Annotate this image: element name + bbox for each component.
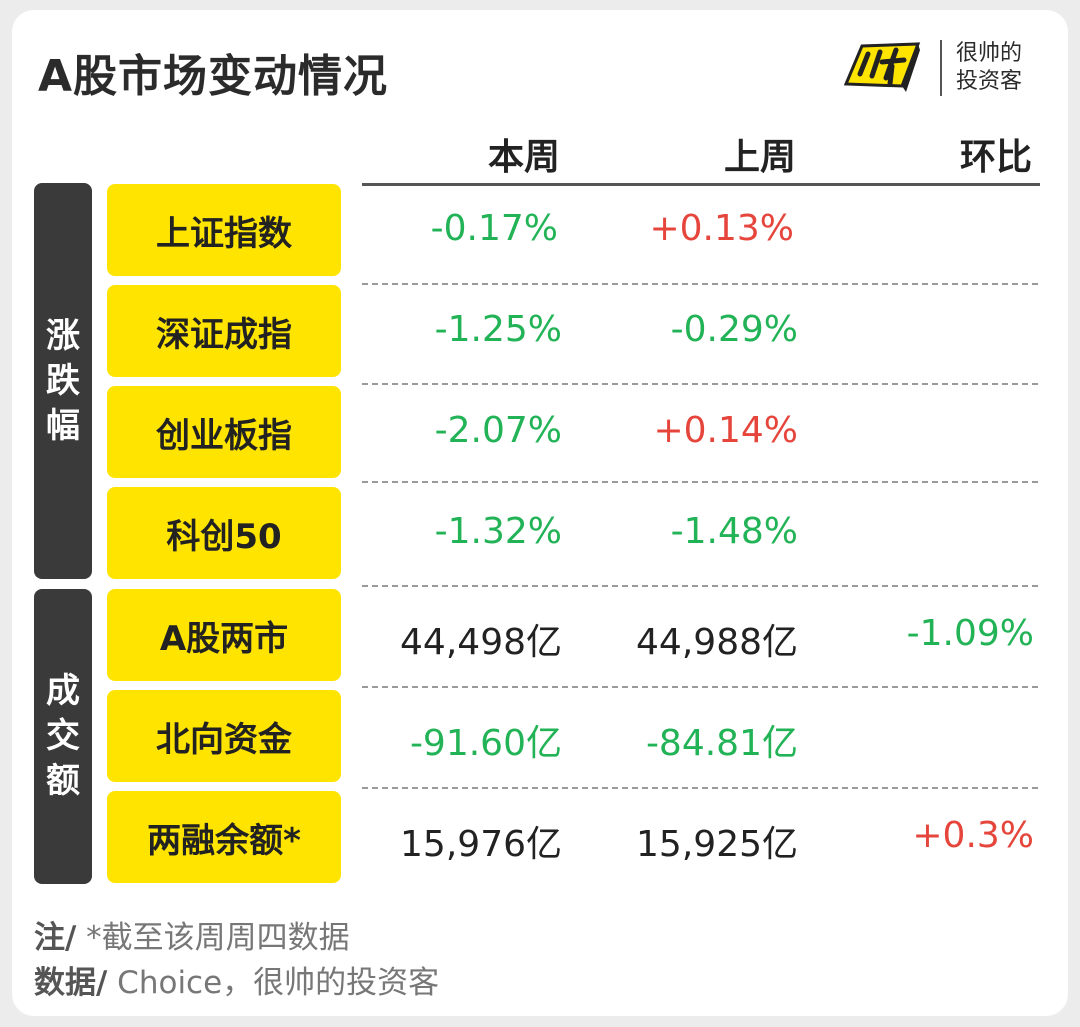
row-divider <box>362 686 1038 688</box>
header-last-week: 上周 <box>723 137 796 178</box>
row-divider <box>362 787 1038 789</box>
row-label-margin-balance: 两融余额* <box>107 791 341 883</box>
source-text: Choice，很帅的投资客 <box>107 965 440 1001</box>
brand-logo <box>843 42 921 92</box>
cell-sse-this-week: -0.17% <box>430 208 558 249</box>
page-title: A股市场变动情况 <box>38 51 389 102</box>
header-change: 环比 <box>959 137 1032 178</box>
row-label-sse: 上证指数 <box>107 184 341 276</box>
group-change-pct: 涨跌幅 <box>34 183 92 579</box>
group-volume: 成交额 <box>34 589 92 884</box>
source-note: 数据/ Choice，很帅的投资客 <box>34 957 439 1002</box>
row-divider <box>362 283 1038 285</box>
cell-sse-last-week: +0.13% <box>649 208 794 249</box>
cell-star50-last-week: -1.48% <box>670 511 798 552</box>
row-label-a-share-turnover: A股两市 <box>107 589 341 681</box>
footnote: 注/ *截至该周周四数据 <box>34 912 350 957</box>
cell-margin-last-week: 15,925亿 <box>636 824 798 865</box>
row-label-northbound: 北向资金 <box>107 690 341 782</box>
cell-margin-this-week: 15,976亿 <box>400 824 562 865</box>
row-divider <box>362 481 1038 483</box>
footnote-label: 注/ <box>34 920 77 956</box>
cell-chinext-this-week: -2.07% <box>434 410 562 451</box>
row-label-chinext: 创业板指 <box>107 386 341 478</box>
group-volume-label: 成交额 <box>46 671 80 801</box>
cell-margin-change: +0.3% <box>912 815 1034 856</box>
header-this-week: 本周 <box>487 137 560 178</box>
cell-northbound-last-week: -84.81亿 <box>645 723 798 764</box>
cell-szse-this-week: -1.25% <box>434 309 562 350</box>
cell-turnover-this-week: 44,498亿 <box>400 622 562 663</box>
cell-northbound-this-week: -91.60亿 <box>409 723 562 764</box>
cell-turnover-last-week: 44,988亿 <box>636 622 798 663</box>
source-label: 数据/ <box>34 965 108 1001</box>
header-rule <box>362 183 1040 186</box>
row-divider <box>362 383 1038 385</box>
group-change-pct-label: 涨跌幅 <box>46 315 80 446</box>
row-label-star50: 科创50 <box>107 487 341 579</box>
cell-turnover-change: -1.09% <box>906 613 1034 654</box>
cell-szse-last-week: -0.29% <box>670 309 798 350</box>
brand-divider <box>940 40 942 96</box>
brand-line-1: 很帅的 <box>956 41 1023 66</box>
cell-star50-this-week: -1.32% <box>434 511 562 552</box>
row-divider <box>362 585 1038 587</box>
brand-name: 很帅的 投资客 <box>956 40 1056 96</box>
row-label-szse: 深证成指 <box>107 285 341 377</box>
footnote-text: *截至该周周四数据 <box>76 920 350 956</box>
cell-chinext-last-week: +0.14% <box>653 410 798 451</box>
brand-line-2: 投资客 <box>956 69 1023 94</box>
